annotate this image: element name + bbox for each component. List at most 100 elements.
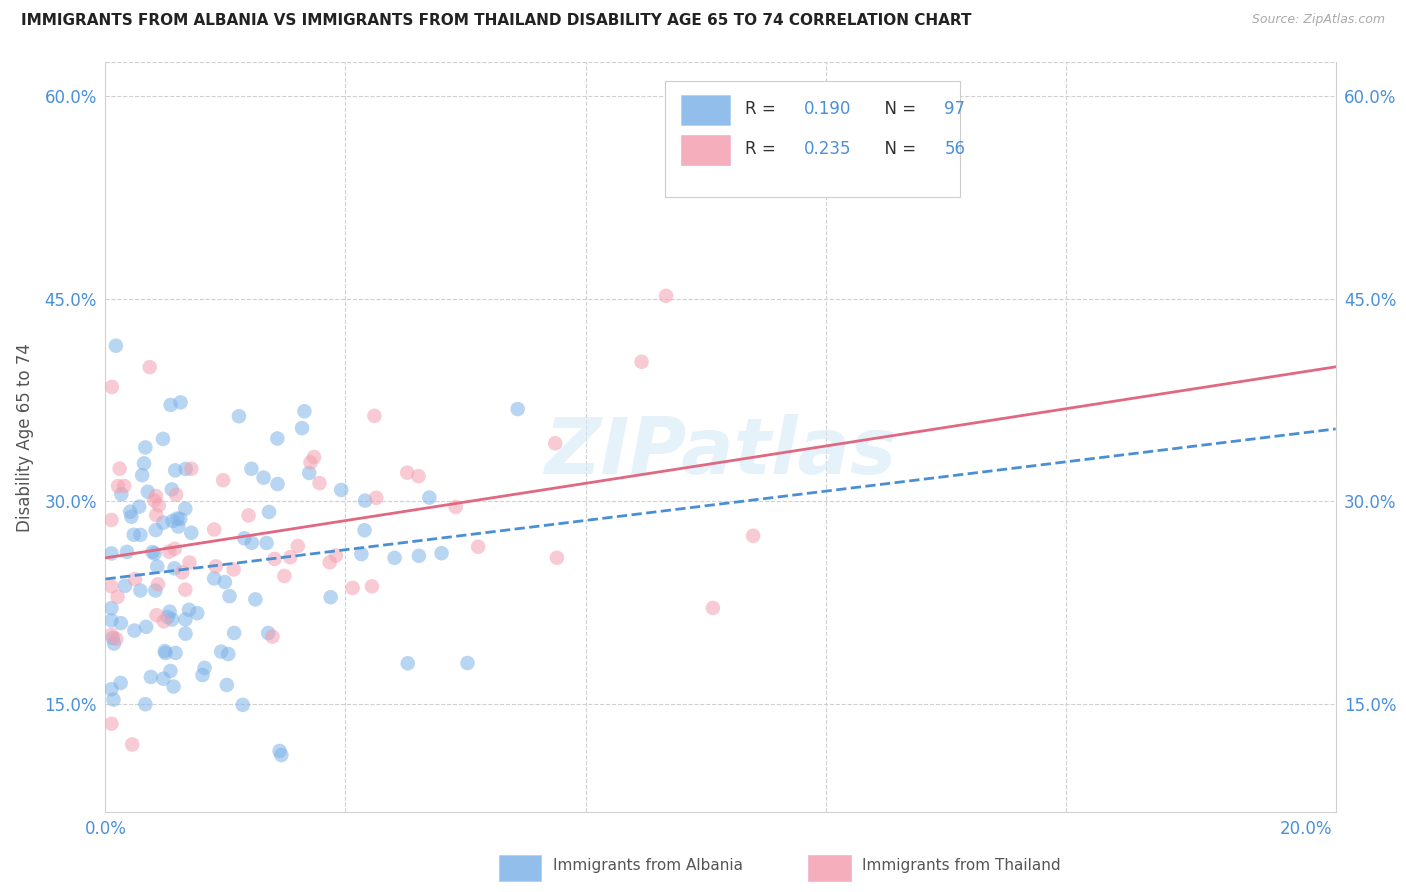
Point	[100, 601, 122, 615]
Point	[287, 539, 309, 553]
Point	[155, 646, 177, 660]
Text: 0.190: 0.190	[804, 100, 852, 118]
Point	[136, 484, 159, 499]
Point	[384, 550, 406, 565]
Point	[177, 603, 200, 617]
Point	[222, 562, 245, 576]
Point	[121, 738, 143, 752]
Point	[120, 509, 142, 524]
Point	[139, 670, 162, 684]
Point	[252, 470, 274, 484]
Point	[124, 572, 146, 586]
Text: R =: R =	[745, 100, 782, 118]
Point	[702, 600, 724, 615]
Point	[100, 613, 122, 627]
Point	[145, 523, 167, 537]
Point	[141, 545, 163, 559]
Point	[467, 540, 489, 554]
Point	[101, 380, 124, 394]
Point	[131, 468, 153, 483]
Point	[396, 466, 419, 480]
Point	[291, 421, 314, 435]
Point	[202, 523, 225, 537]
Point	[408, 549, 430, 563]
Point	[162, 680, 184, 694]
Point	[159, 605, 181, 619]
Point	[163, 561, 186, 575]
Point	[353, 523, 375, 537]
Point	[630, 355, 652, 369]
Point	[204, 559, 226, 574]
Point	[318, 555, 340, 569]
Point	[145, 489, 167, 503]
Point	[110, 487, 132, 501]
Point	[169, 395, 191, 409]
Point	[105, 632, 128, 646]
Point	[134, 441, 156, 455]
Text: 56: 56	[945, 140, 966, 159]
Point	[169, 512, 191, 526]
Point	[159, 664, 181, 678]
Text: Source: ZipAtlas.com: Source: ZipAtlas.com	[1251, 13, 1385, 27]
Point	[240, 536, 263, 550]
Point	[160, 612, 183, 626]
Point	[308, 476, 330, 491]
Point	[180, 462, 202, 476]
Point	[100, 579, 122, 593]
Point	[217, 647, 239, 661]
Point	[165, 463, 187, 477]
Point	[152, 432, 174, 446]
Point	[273, 569, 295, 583]
Point	[174, 501, 197, 516]
Point	[444, 500, 467, 514]
Point	[145, 608, 167, 623]
Text: Immigrants from Albania: Immigrants from Albania	[553, 858, 742, 872]
Point	[143, 546, 166, 560]
Point	[145, 583, 167, 598]
Point	[101, 631, 124, 645]
Point	[363, 409, 385, 423]
Point	[120, 505, 142, 519]
Point	[114, 579, 136, 593]
Point	[742, 529, 765, 543]
Point	[100, 716, 122, 731]
Point	[257, 505, 280, 519]
Point	[153, 644, 176, 658]
Point	[354, 493, 377, 508]
Point	[100, 628, 122, 642]
Point	[128, 500, 150, 514]
Point	[266, 477, 288, 491]
Point	[112, 479, 135, 493]
Point	[129, 528, 152, 542]
Point	[245, 592, 267, 607]
Text: N =: N =	[875, 140, 922, 159]
Point	[138, 360, 160, 375]
Point	[167, 519, 190, 533]
Point	[152, 516, 174, 530]
Point	[180, 525, 202, 540]
Point	[232, 698, 254, 712]
Point	[124, 624, 146, 638]
Point	[174, 612, 197, 626]
Text: R =: R =	[745, 140, 782, 159]
Point	[146, 559, 169, 574]
Point	[163, 541, 186, 556]
Text: Immigrants from Thailand: Immigrants from Thailand	[862, 858, 1060, 872]
Point	[107, 590, 129, 604]
Point	[202, 571, 225, 585]
Point	[174, 462, 197, 476]
Point	[319, 591, 342, 605]
Point	[256, 536, 278, 550]
Point	[165, 646, 187, 660]
Point	[262, 630, 284, 644]
Point	[544, 436, 567, 450]
Point	[228, 409, 250, 424]
Point	[263, 552, 285, 566]
Point	[194, 661, 217, 675]
Point	[153, 615, 176, 629]
Point	[240, 462, 263, 476]
Point	[143, 493, 166, 508]
Point	[179, 556, 201, 570]
Point	[270, 747, 292, 762]
Point	[104, 339, 127, 353]
